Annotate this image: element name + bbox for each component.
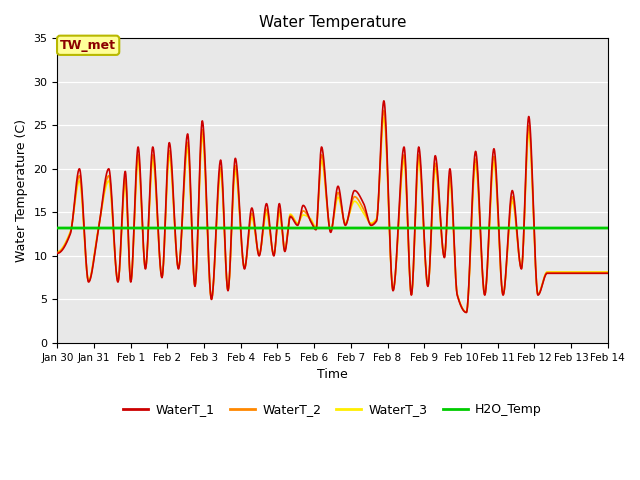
- WaterT_2: [604, 270, 611, 276]
- H2O_Temp: [54, 225, 61, 231]
- WaterT_2: [463, 309, 470, 315]
- WaterT_1: [534, 292, 541, 298]
- WaterT_3: [534, 291, 541, 297]
- H2O_Temp: [149, 225, 157, 231]
- H2O_Temp: [289, 225, 296, 231]
- WaterT_3: [604, 269, 611, 275]
- WaterT_3: [54, 249, 61, 254]
- WaterT_1: [604, 270, 611, 276]
- H2O_Temp: [264, 225, 272, 231]
- WaterT_3: [116, 256, 124, 262]
- WaterT_2: [149, 152, 157, 158]
- WaterT_3: [593, 269, 601, 275]
- H2O_Temp: [116, 225, 124, 231]
- Y-axis label: Water Temperature (C): Water Temperature (C): [15, 119, 28, 262]
- WaterT_1: [380, 98, 388, 104]
- WaterT_2: [534, 292, 541, 298]
- X-axis label: Time: Time: [317, 368, 348, 381]
- WaterT_2: [289, 214, 296, 220]
- WaterT_3: [149, 158, 157, 164]
- H2O_Temp: [534, 225, 541, 231]
- WaterT_3: [289, 213, 296, 218]
- WaterT_1: [116, 255, 124, 261]
- Line: WaterT_3: WaterT_3: [58, 118, 607, 312]
- WaterT_3: [463, 309, 470, 315]
- H2O_Temp: [604, 225, 611, 231]
- WaterT_2: [116, 256, 124, 262]
- Text: TW_met: TW_met: [60, 39, 116, 52]
- WaterT_3: [380, 115, 388, 120]
- WaterT_1: [289, 216, 296, 221]
- WaterT_2: [593, 270, 601, 276]
- H2O_Temp: [593, 225, 601, 231]
- Line: WaterT_1: WaterT_1: [58, 101, 607, 312]
- Line: WaterT_2: WaterT_2: [58, 110, 607, 312]
- WaterT_2: [264, 214, 272, 220]
- WaterT_1: [264, 209, 272, 215]
- Title: Water Temperature: Water Temperature: [259, 15, 406, 30]
- WaterT_1: [54, 251, 61, 256]
- WaterT_2: [380, 108, 388, 113]
- WaterT_1: [593, 270, 601, 276]
- Legend: WaterT_1, WaterT_2, WaterT_3, H2O_Temp: WaterT_1, WaterT_2, WaterT_3, H2O_Temp: [118, 398, 547, 421]
- WaterT_1: [463, 310, 470, 315]
- WaterT_2: [54, 250, 61, 255]
- WaterT_1: [149, 144, 157, 150]
- WaterT_3: [264, 217, 272, 223]
